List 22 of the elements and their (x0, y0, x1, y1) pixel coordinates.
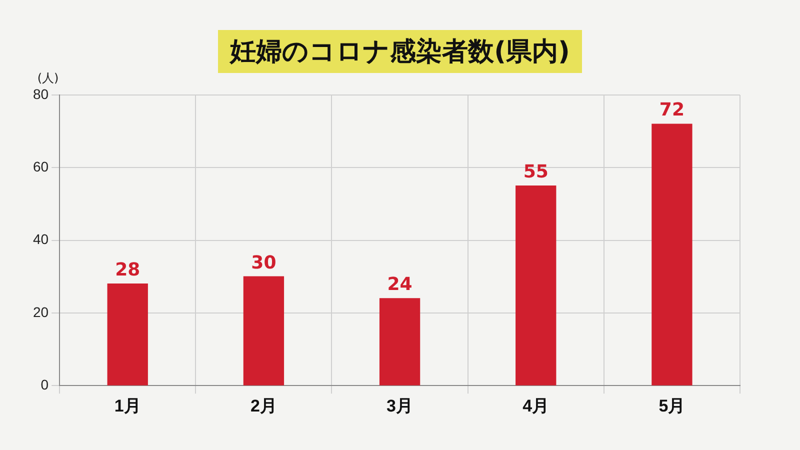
data-label: 55 (523, 161, 548, 182)
y-tick-label: 40 (32, 231, 49, 248)
data-label: 30 (251, 252, 276, 274)
y-tick-label: 60 (32, 158, 49, 175)
x-tick-label: 2月 (250, 396, 277, 416)
y-tick-label: 20 (32, 304, 49, 320)
bar (107, 284, 148, 386)
y-tick-label: 0 (40, 376, 49, 392)
y-axis-title: (人) (37, 71, 59, 86)
x-tick-label: 5月 (658, 396, 686, 416)
chart-title: 妊婦のコロナ感染者数(県内) (218, 30, 582, 73)
x-tick-label: 3月 (386, 396, 414, 416)
bar (243, 276, 284, 386)
bar (379, 298, 420, 386)
bar (652, 124, 692, 386)
data-label: 28 (115, 260, 140, 281)
data-label: 72 (659, 100, 684, 121)
x-tick-label: 1月 (114, 396, 141, 416)
x-tick-label: 4月 (522, 396, 550, 416)
y-tick-label: 80 (32, 86, 49, 102)
data-label: 24 (387, 274, 412, 296)
bar (516, 185, 556, 386)
